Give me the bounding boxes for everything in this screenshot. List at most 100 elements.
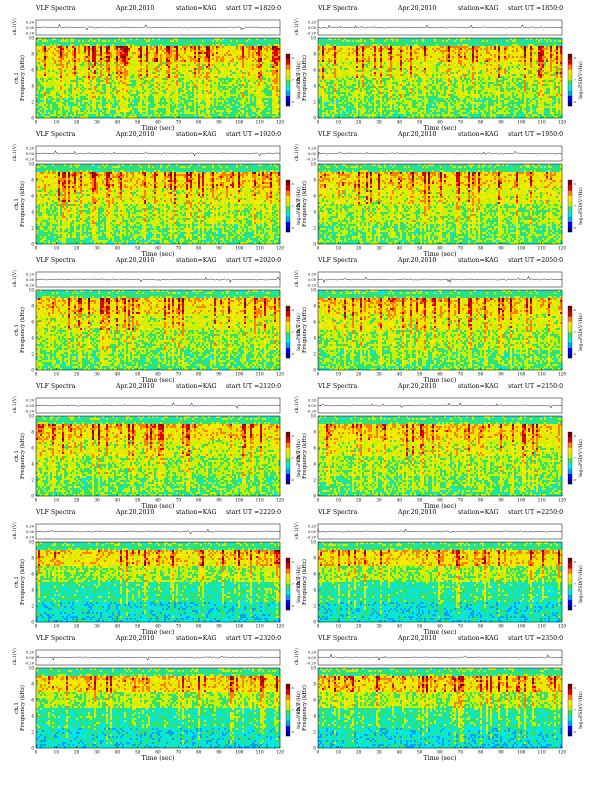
time-tick-label: 40 <box>115 750 121 755</box>
frequency-tick-label: 6 <box>31 446 34 451</box>
time-tick-label: 50 <box>417 624 423 629</box>
colorbar-label: log₁₀PSD(V²/Hz) <box>295 187 302 225</box>
colorbar-tick-label: -8 <box>573 352 576 356</box>
time-tick-label: 50 <box>417 372 423 377</box>
frequency-tick-label: 8 <box>313 304 316 309</box>
time-tick-label: 30 <box>376 498 382 503</box>
frequency-tick-label: 8 <box>31 682 34 687</box>
waveform-tick-label: 0.20 <box>26 147 35 151</box>
time-tick-label: 100 <box>517 624 525 629</box>
frequency-axis-label: ch.1 <box>296 198 302 210</box>
waveform-trace <box>317 528 563 534</box>
time-tick-label: 40 <box>397 120 403 125</box>
time-tick-label: 120 <box>276 498 284 503</box>
frequency-axis-label: ch.1 <box>296 576 302 588</box>
panel-header: VLF Spectra Apr.20,2010 station=KAG start U… <box>318 508 608 517</box>
time-tick-label: 80 <box>196 750 202 755</box>
waveform-ylabel: ch.1(V) <box>293 648 300 665</box>
frequency-axis-label: Frequency (kHz) <box>19 559 26 605</box>
waveform-tick-label: -0.20 <box>307 410 317 414</box>
time-tick-label: 80 <box>196 498 202 503</box>
frequency-axis-label: Frequency (kHz) <box>301 433 308 479</box>
colorbar <box>567 53 573 107</box>
colorbar-tick-label: -8 <box>291 604 294 608</box>
waveform-ylabel: ch.1(V) <box>11 522 18 539</box>
frequency-tick-label: 4 <box>313 588 316 593</box>
time-tick-label: 0 <box>317 120 320 125</box>
colorbar-tick-label: -6 <box>291 434 294 438</box>
time-tick-label: 60 <box>155 498 161 503</box>
frequency-tick-label: 8 <box>313 430 316 435</box>
time-tick-label: 60 <box>437 246 443 251</box>
time-tick-label: 40 <box>397 498 403 503</box>
colorbar-tick-label: -7 <box>573 582 576 586</box>
frequency-tick-label: 6 <box>31 572 34 577</box>
frequency-tick-label: 10 <box>311 36 317 41</box>
time-tick-label: 30 <box>94 246 100 251</box>
time-tick-label: 100 <box>235 372 243 377</box>
chart-title: VLF Spectra <box>36 130 75 139</box>
colorbar-tick-label: -6 <box>573 308 576 312</box>
frequency-axis-label: Frequency (kHz) <box>301 559 308 605</box>
time-tick-label: 20 <box>74 750 80 755</box>
colorbar-tick-label: -8 <box>573 226 576 230</box>
waveform-tick-label: 0.20 <box>26 273 35 277</box>
waveform-tick-label: 0.00 <box>26 152 35 156</box>
chart-title: VLF Spectra <box>318 382 357 391</box>
waveform-tick-label: -0.20 <box>307 536 317 540</box>
station-label: station=KAG <box>176 4 217 13</box>
frequency-tick-label: 6 <box>31 68 34 73</box>
time-tick-label: 110 <box>538 120 546 125</box>
waveform-trace <box>35 655 280 662</box>
time-tick-label: 40 <box>115 498 121 503</box>
waveform-ylabel: ch.1(V) <box>11 648 18 665</box>
frequency-tick-label: 4 <box>313 714 316 719</box>
waveform-trace <box>317 275 563 284</box>
time-axis-label: Time (sec) <box>424 377 457 384</box>
waveform-trace <box>35 23 281 31</box>
frequency-tick-label: 10 <box>311 414 317 419</box>
time-tick-label: 110 <box>256 624 264 629</box>
time-tick-label: 10 <box>54 246 60 251</box>
time-tick-label: 20 <box>74 120 80 125</box>
time-tick-label: 70 <box>458 624 464 629</box>
frequency-tick-label: 10 <box>311 162 317 167</box>
chart-title: VLF Spectra <box>318 256 357 265</box>
colorbar <box>567 431 573 485</box>
station-label: station=KAG <box>176 256 217 265</box>
colorbar-label: log₁₀PSD(V²/Hz) <box>577 187 584 225</box>
waveform-trace <box>317 653 563 662</box>
frequency-tick-label: 0 <box>31 746 34 751</box>
frequency-tick-label: 10 <box>29 414 35 419</box>
colorbar-tick-label: -6 <box>573 182 576 186</box>
waveform-tick-label: 0.00 <box>308 26 317 30</box>
waveform-tick-label: 0.20 <box>308 651 317 655</box>
frequency-tick-label: 10 <box>311 666 317 671</box>
colorbar <box>567 557 573 611</box>
waveform-ylabel: ch.1(V) <box>293 522 300 539</box>
time-tick-label: 110 <box>256 750 264 755</box>
frequency-tick-label: 2 <box>313 730 316 735</box>
frequency-tick-label: 4 <box>31 462 34 467</box>
start-time-label: start UT =2350:0 <box>508 634 563 643</box>
time-tick-label: 30 <box>94 624 100 629</box>
frequency-tick-label: 0 <box>31 494 34 499</box>
colorbar-label: log₁₀PSD(V²/Hz) <box>577 691 584 729</box>
waveform-tick-label: -0.20 <box>25 662 35 666</box>
time-tick-label: 60 <box>155 120 161 125</box>
time-tick-label: 0 <box>317 246 320 251</box>
time-tick-label: 90 <box>216 246 222 251</box>
waveform-ylabel: ch.1(V) <box>293 18 300 35</box>
time-tick-label: 110 <box>256 120 264 125</box>
time-tick-label: 120 <box>558 246 566 251</box>
colorbar-label: log₁₀PSD(V²/Hz) <box>577 565 584 603</box>
waveform-tick-label: -0.20 <box>307 284 317 288</box>
time-axis-label: Time (sec) <box>142 629 175 636</box>
frequency-tick-label: 4 <box>31 714 34 719</box>
time-tick-label: 80 <box>196 372 202 377</box>
time-tick-label: 80 <box>478 120 484 125</box>
time-tick-label: 80 <box>196 246 202 251</box>
